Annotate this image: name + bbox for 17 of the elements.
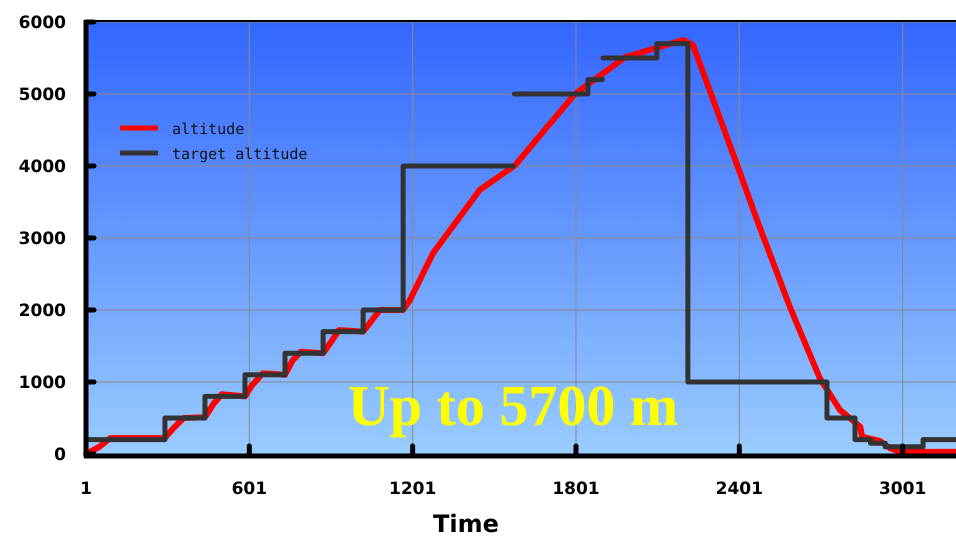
y-tick-label: 6000 <box>18 13 66 33</box>
x-tick-label: 601 <box>232 479 268 499</box>
x-tick-label: 1801 <box>552 479 600 499</box>
y-tick-label: 4000 <box>18 157 66 177</box>
x-tick-label: 2401 <box>716 479 763 499</box>
x-tick-label: 1 <box>80 479 92 499</box>
y-tick-label: 2000 <box>18 301 66 321</box>
x-tick-label: 1201 <box>388 479 436 499</box>
y-tick-label: 0 <box>54 445 66 465</box>
x-axis-title: Time <box>433 510 499 538</box>
annotation: Up to 5700 m <box>348 373 678 438</box>
y-tick-label: 3000 <box>18 229 66 249</box>
legend-label: target altitude <box>172 145 308 163</box>
legend-label: altitude <box>172 120 244 138</box>
x-tick-label: 3001 <box>878 479 926 499</box>
y-tick-label: 1000 <box>18 373 66 393</box>
y-tick-label: 5000 <box>18 85 66 105</box>
